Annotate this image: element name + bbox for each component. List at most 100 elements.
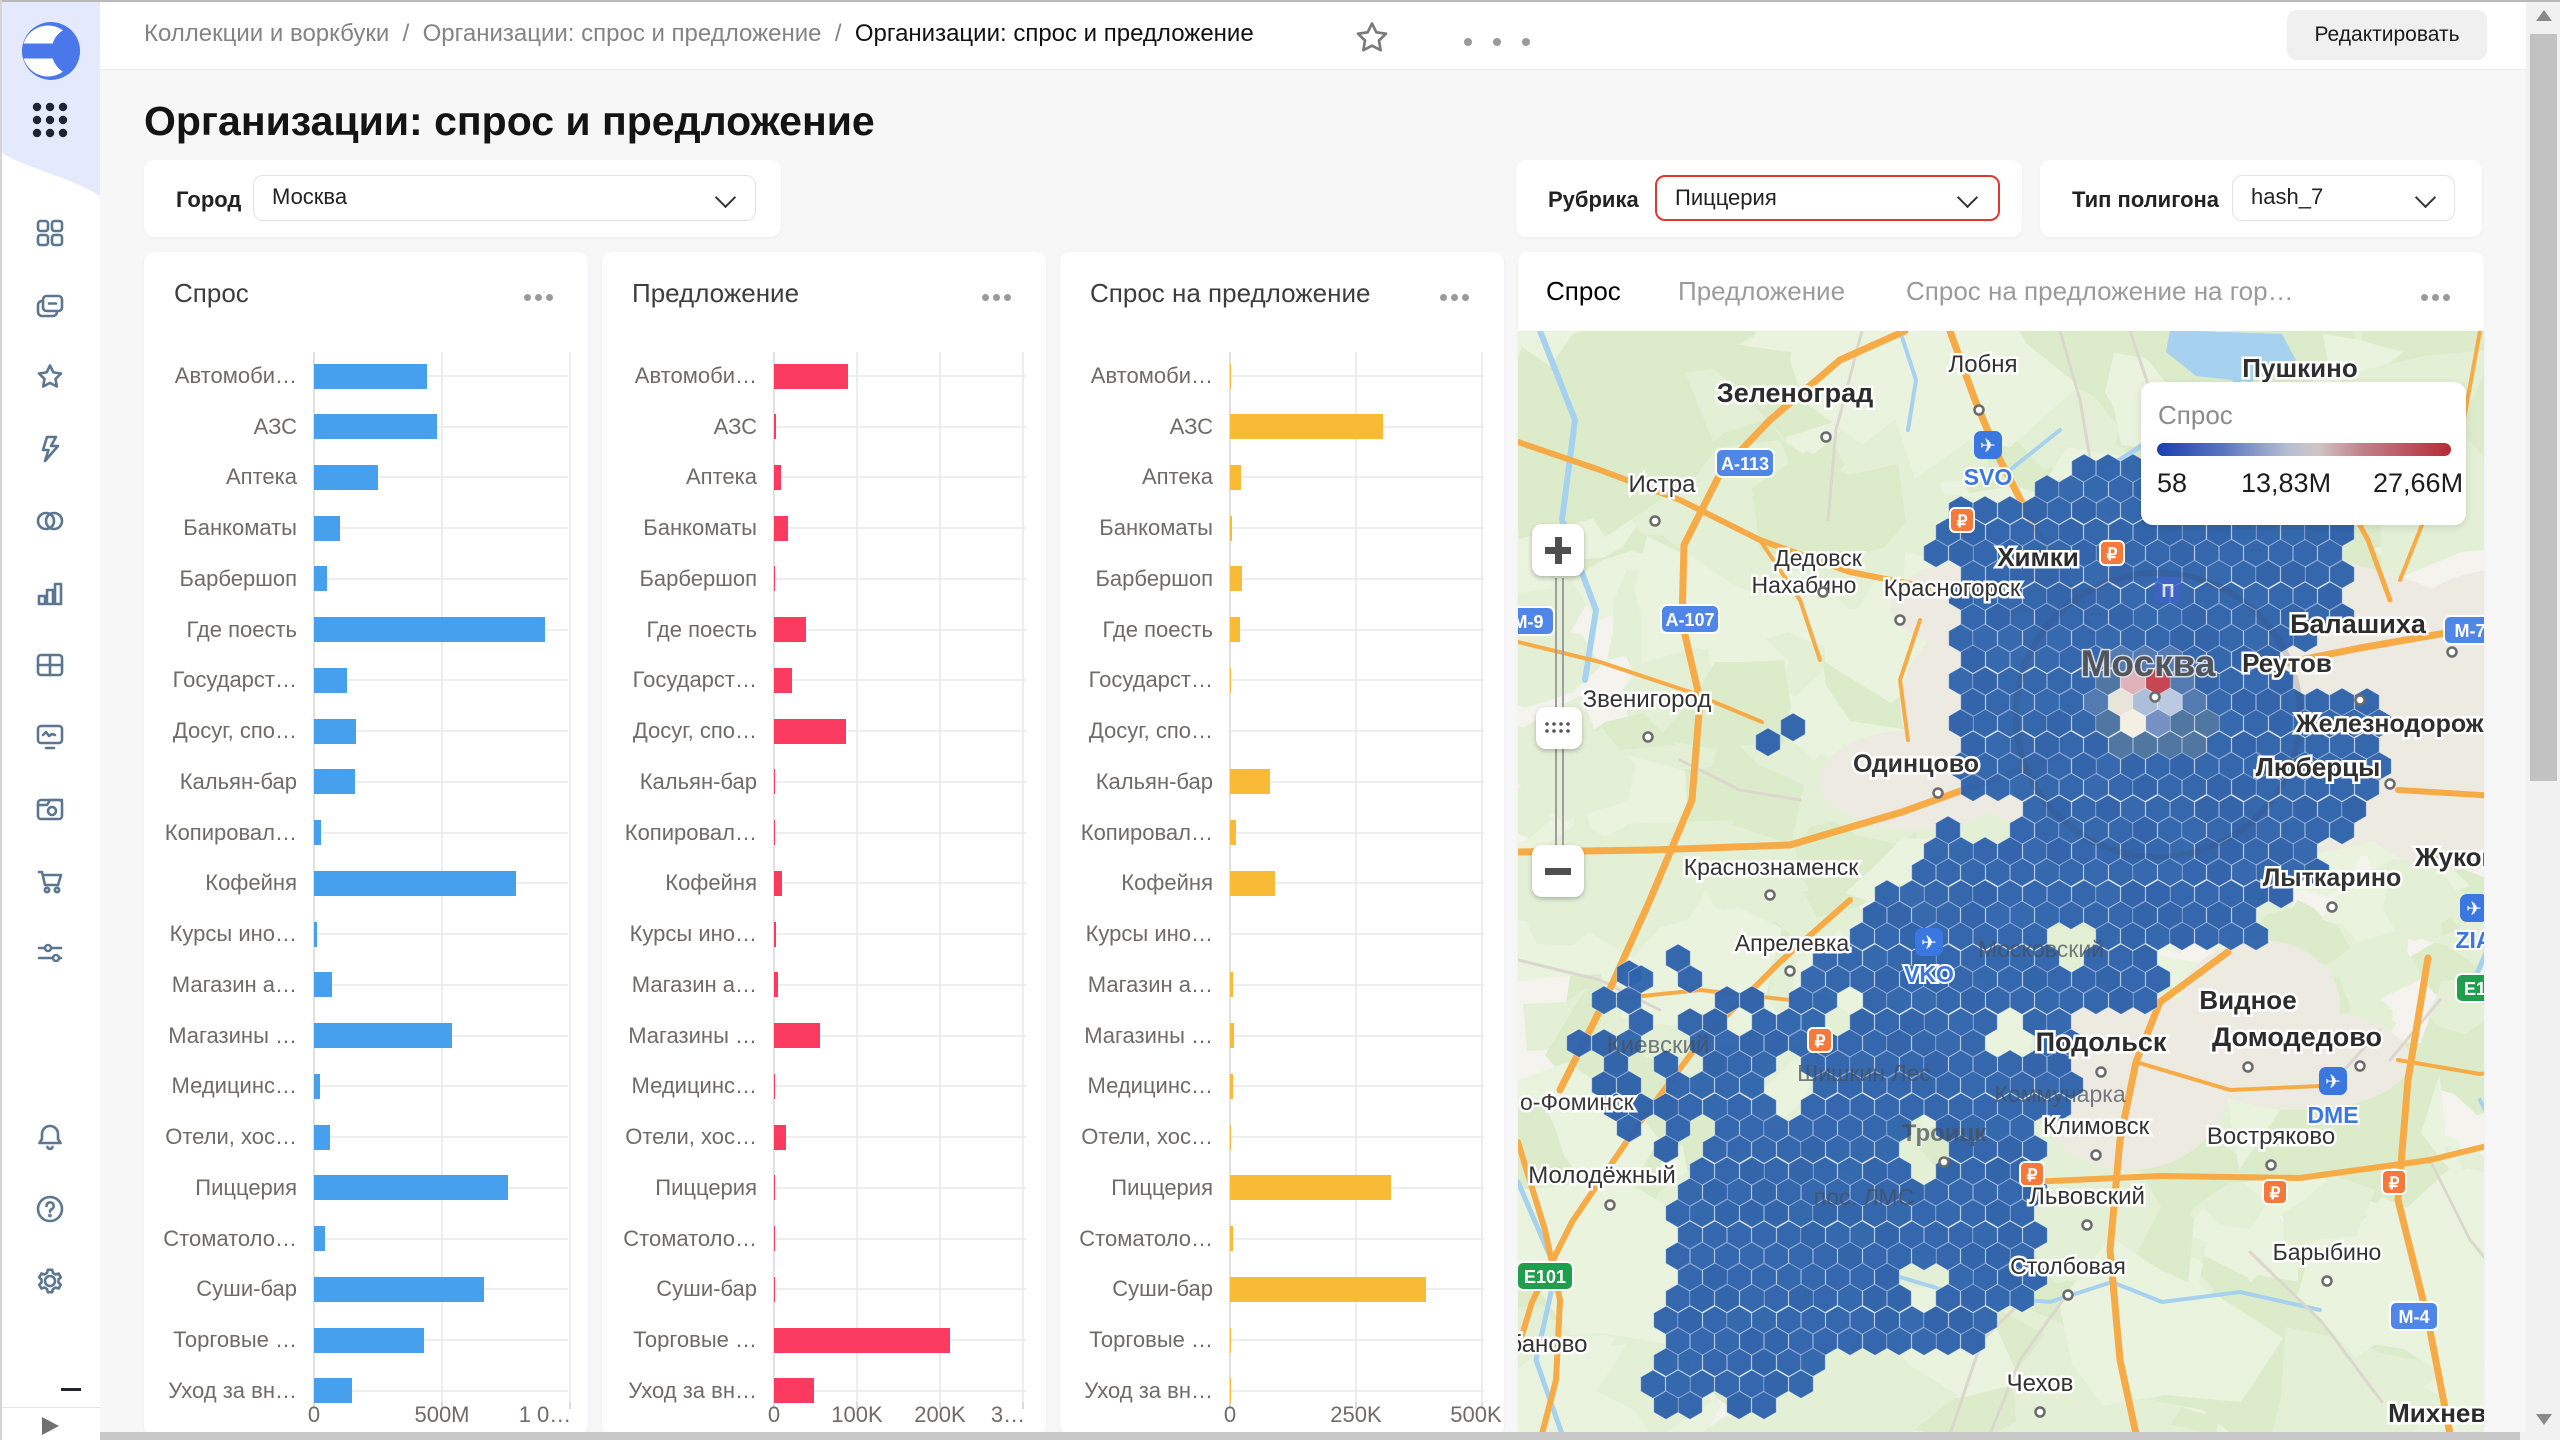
svg-text:М-7: М-7 (2455, 621, 2485, 641)
svg-text:Лобня: Лобня (1948, 351, 2017, 378)
svg-text:✈: ✈ (2466, 899, 2482, 920)
svg-text:Балашиха: Балашиха (2290, 609, 2427, 639)
svg-text:₽: ₽ (1957, 512, 1968, 531)
svg-text:Копировал…: Копировал… (625, 820, 757, 845)
svg-text:Московский: Московский (1978, 936, 2104, 962)
svg-text:Копировал…: Копировал… (165, 820, 297, 845)
svg-text:Барыбино: Барыбино (2273, 1239, 2382, 1265)
svg-text:Кофейня: Кофейня (205, 870, 297, 895)
svg-text:Звенигород: Звенигород (1583, 686, 1712, 713)
svg-text:Красногорск: Красногорск (1884, 575, 2021, 602)
svg-text:Копировал…: Копировал… (1081, 820, 1213, 845)
svg-text:Стоматоло…: Стоматоло… (163, 1226, 297, 1251)
svg-text:Апрелевка: Апрелевка (1735, 930, 1850, 956)
svg-text:Жуков: Жуков (2414, 842, 2484, 872)
svg-text:Кальян-бар: Кальян-бар (180, 769, 297, 794)
svg-text:SVO: SVO (1964, 464, 2013, 490)
svg-text:Москва: Москва (2081, 643, 2216, 684)
svg-text:Дедовск: Дедовск (1774, 545, 1863, 571)
svg-text:Торговые …: Торговые … (1089, 1327, 1213, 1352)
svg-text:Автомоби…: Автомоби… (175, 363, 297, 388)
svg-text:Государст…: Государст… (633, 667, 757, 692)
svg-text:Кальян-бар: Кальян-бар (640, 769, 757, 794)
svg-text:Где поесть: Где поесть (646, 617, 757, 642)
svg-text:Магазин а…: Магазин а… (632, 972, 757, 997)
svg-text:АЗС: АЗС (254, 414, 297, 439)
svg-text:Истра: Истра (1629, 471, 1697, 498)
svg-text:E10: E10 (2464, 979, 2484, 999)
svg-text:Торговые …: Торговые … (633, 1327, 757, 1352)
svg-text:П: П (2162, 581, 2175, 601)
svg-text:Барбершоп: Барбершоп (179, 566, 297, 591)
svg-text:Магазин а…: Магазин а… (1088, 972, 1213, 997)
svg-text:баново: баново (1518, 1331, 1587, 1358)
svg-text:Магазины …: Магазины … (628, 1023, 757, 1048)
svg-text:Коммунарка: Коммунарка (1994, 1081, 2125, 1107)
svg-text:А-113: А-113 (1721, 454, 1769, 474)
svg-text:0: 0 (1224, 1402, 1236, 1427)
svg-text:Курсы ино…: Курсы ино… (170, 921, 297, 946)
svg-text:Курсы ино…: Курсы ино… (1086, 921, 1213, 946)
svg-text:Банкоматы: Банкоматы (1099, 515, 1213, 540)
svg-text:Торговые …: Торговые … (173, 1327, 297, 1352)
svg-text:E101: E101 (1524, 1267, 1566, 1287)
svg-text:Пушкино: Пушкино (2242, 353, 2357, 383)
svg-text:Кофейня: Кофейня (1121, 870, 1213, 895)
svg-text:А-107: А-107 (1665, 610, 1714, 630)
svg-text:Где поесть: Где поесть (186, 617, 297, 642)
svg-text:Аптека: Аптека (226, 464, 298, 489)
svg-text:Государст…: Государст… (173, 667, 297, 692)
svg-text:Одинцово: Одинцово (1853, 750, 1979, 778)
svg-text:Отели, хос…: Отели, хос… (1081, 1124, 1213, 1149)
svg-text:Автомоби…: Автомоби… (1091, 363, 1213, 388)
svg-text:Стоматоло…: Стоматоло… (623, 1226, 757, 1251)
svg-text:Отели, хос…: Отели, хос… (165, 1124, 297, 1149)
svg-text:3…: 3… (991, 1402, 1025, 1427)
svg-text:пос. ЛМС: пос. ЛМС (1814, 1184, 1914, 1210)
svg-text:Досуг, спо…: Досуг, спо… (1089, 718, 1213, 743)
svg-text:✈: ✈ (2325, 1072, 2341, 1093)
svg-text:Отели, хос…: Отели, хос… (625, 1124, 757, 1149)
svg-text:Шишкин Лес: Шишкин Лес (1797, 1060, 1931, 1086)
svg-text:М-9: М-9 (1518, 612, 1544, 632)
svg-text:100K: 100K (831, 1402, 883, 1427)
svg-text:Видное: Видное (2199, 985, 2296, 1015)
svg-text:Домодедово: Домодедово (2212, 1022, 2382, 1052)
svg-text:ZIA: ZIA (2455, 927, 2484, 953)
svg-text:Люберцы: Люберцы (2256, 752, 2381, 782)
svg-text:Пиццерия: Пиццерия (1111, 1175, 1213, 1200)
svg-text:Чехов: Чехов (2007, 1370, 2074, 1397)
svg-text:Барбершоп: Барбершоп (1095, 566, 1213, 591)
svg-text:Реутов: Реутов (2242, 648, 2332, 678)
svg-text:Подольск: Подольск (2036, 1027, 2167, 1057)
svg-text:Досуг, спо…: Досуг, спо… (633, 718, 757, 743)
svg-text:Досуг, спо…: Досуг, спо… (173, 718, 297, 743)
svg-text:Краснознаменск: Краснознаменск (1684, 854, 1860, 880)
svg-text:Михнево: Михнево (2388, 1398, 2484, 1428)
svg-text:Пиццерия: Пиццерия (655, 1175, 757, 1200)
svg-text:Пиццерия: Пиццерия (195, 1175, 297, 1200)
svg-text:Столбовая: Столбовая (2010, 1253, 2126, 1279)
svg-text:Зеленоград: Зеленоград (1717, 378, 1873, 408)
svg-text:Медицинс…: Медицинс… (172, 1073, 298, 1098)
svg-text:Кофейня: Кофейня (665, 870, 757, 895)
svg-text:₽: ₽ (2107, 545, 2118, 564)
svg-text:Стоматоло…: Стоматоло… (1079, 1226, 1213, 1251)
svg-text:200K: 200K (914, 1402, 966, 1427)
svg-text:Банкоматы: Банкоматы (643, 515, 757, 540)
svg-text:Магазины …: Магазины … (168, 1023, 297, 1048)
svg-text:VKO: VKO (1904, 961, 1954, 987)
svg-text:₽: ₽ (2270, 1184, 2281, 1203)
svg-text:Молодёжный: Молодёжный (1528, 1162, 1676, 1189)
svg-text:Лыткарино: Лыткарино (2263, 864, 2402, 892)
svg-text:Уход за вн…: Уход за вн… (1084, 1378, 1213, 1403)
svg-text:Банкоматы: Банкоматы (183, 515, 297, 540)
svg-text:Суши-бар: Суши-бар (656, 1276, 757, 1301)
svg-text:Магазин а…: Магазин а… (172, 972, 297, 997)
svg-text:✈: ✈ (1980, 436, 1996, 457)
svg-text:✈: ✈ (1921, 933, 1937, 954)
svg-text:Магазины …: Магазины … (1084, 1023, 1213, 1048)
svg-text:Химки: Химки (1997, 542, 2079, 572)
svg-text:Государст…: Государст… (1089, 667, 1213, 692)
svg-text:Львовский: Львовский (2029, 1183, 2145, 1210)
